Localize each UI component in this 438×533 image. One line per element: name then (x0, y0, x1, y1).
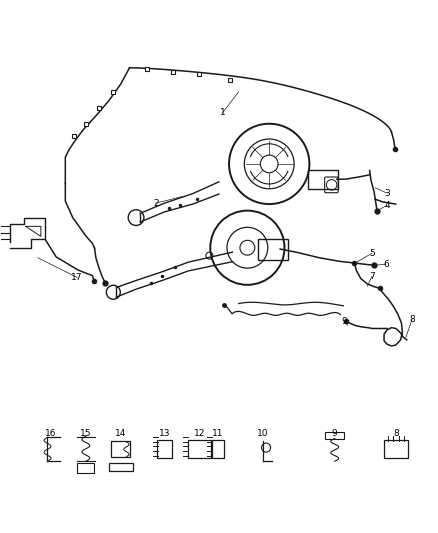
Text: 11: 11 (212, 429, 223, 438)
Text: 15: 15 (80, 429, 92, 438)
Text: 9: 9 (332, 429, 338, 438)
Text: 8: 8 (409, 315, 415, 324)
Text: 17: 17 (71, 273, 83, 282)
Text: 14: 14 (115, 429, 127, 438)
Text: 10: 10 (257, 429, 268, 438)
Text: 5: 5 (369, 249, 374, 258)
Text: 4: 4 (384, 201, 390, 210)
Text: 12: 12 (194, 429, 205, 438)
Text: 3: 3 (384, 189, 390, 198)
Text: 1: 1 (219, 108, 226, 117)
Text: 9: 9 (342, 318, 348, 326)
Text: 7: 7 (369, 272, 374, 281)
Text: 2: 2 (153, 199, 159, 208)
Text: 8: 8 (393, 429, 399, 438)
Text: 16: 16 (45, 429, 57, 438)
Text: 6: 6 (383, 260, 389, 269)
Text: 13: 13 (159, 429, 170, 438)
